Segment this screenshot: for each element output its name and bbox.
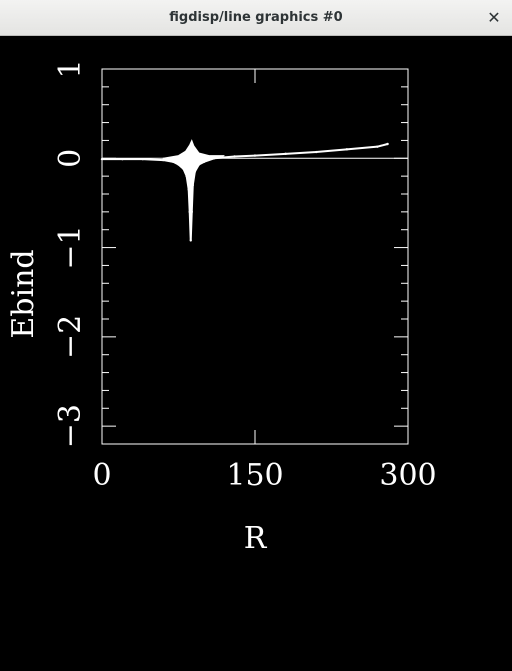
data-point: [376, 145, 378, 147]
data-point: [162, 159, 164, 161]
plot-frame: [102, 69, 408, 444]
data-point: [191, 211, 193, 213]
data-point: [185, 175, 187, 177]
y-tick-label: 0: [53, 149, 88, 168]
data-point: [198, 163, 200, 165]
data-point: [233, 155, 235, 157]
x-axis-label: R: [244, 521, 268, 556]
plot-canvas: 0 150 300 1 0 −1 −2 −3 R Ebind: [0, 36, 512, 667]
y-axis-label: Ebind: [6, 249, 41, 338]
x-tick-label: 0: [92, 458, 111, 493]
data-point: [142, 158, 144, 160]
data-point: [101, 158, 103, 160]
y-tick-label: −2: [53, 315, 88, 359]
window-titlebar: figdisp/line graphics #0 ✕: [0, 0, 512, 36]
data-point: [121, 158, 123, 160]
window-title: figdisp/line graphics #0: [0, 0, 512, 36]
data-point: [254, 154, 256, 156]
data-point: [188, 188, 190, 190]
data-scatter-band: [163, 140, 224, 240]
scatter-plot: 0 150 300 1 0 −1 −2 −3 R Ebind: [0, 36, 512, 667]
x-tick-label: 300: [379, 458, 436, 493]
x-tick-label: 150: [226, 458, 283, 493]
y-tick-label: −1: [53, 225, 88, 269]
data-point: [172, 161, 174, 163]
data-point: [203, 161, 205, 163]
data-point: [315, 151, 317, 153]
data-point: [346, 148, 348, 150]
data-point: [386, 143, 388, 145]
data-point: [190, 239, 192, 241]
data-point: [192, 184, 194, 186]
y-tick-label: −3: [53, 404, 88, 448]
y-tick-label: 1: [53, 59, 88, 78]
data-point: [284, 153, 286, 155]
data-point: [177, 163, 179, 165]
data-point: [182, 168, 184, 170]
data-point: [194, 170, 196, 172]
close-icon[interactable]: ✕: [482, 6, 506, 30]
data-point: [213, 157, 215, 159]
